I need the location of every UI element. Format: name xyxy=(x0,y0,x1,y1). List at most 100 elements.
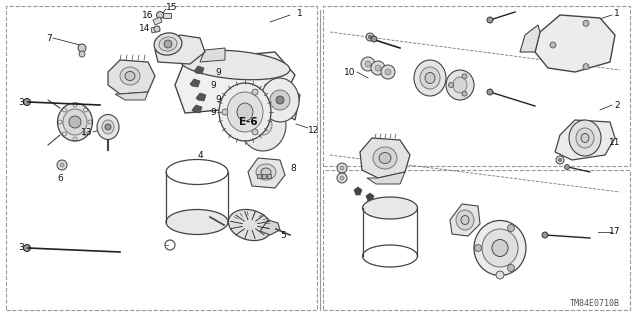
Circle shape xyxy=(385,69,391,75)
Circle shape xyxy=(381,65,395,79)
Circle shape xyxy=(340,176,344,180)
Circle shape xyxy=(252,89,258,95)
Circle shape xyxy=(276,96,284,104)
Ellipse shape xyxy=(453,77,467,93)
Text: 9: 9 xyxy=(215,68,221,76)
Circle shape xyxy=(508,225,515,232)
Polygon shape xyxy=(200,48,225,62)
Polygon shape xyxy=(366,193,374,201)
Ellipse shape xyxy=(240,99,286,151)
Circle shape xyxy=(449,83,454,87)
Circle shape xyxy=(154,26,160,32)
Circle shape xyxy=(361,57,375,71)
Polygon shape xyxy=(115,92,148,100)
Ellipse shape xyxy=(576,128,594,148)
Polygon shape xyxy=(360,138,410,178)
Circle shape xyxy=(57,160,67,170)
Ellipse shape xyxy=(482,229,518,267)
Polygon shape xyxy=(155,35,205,64)
Circle shape xyxy=(60,163,64,167)
Polygon shape xyxy=(354,187,362,195)
Ellipse shape xyxy=(159,37,177,51)
Ellipse shape xyxy=(125,71,135,81)
Ellipse shape xyxy=(120,67,140,85)
Polygon shape xyxy=(248,158,285,188)
Text: 15: 15 xyxy=(166,3,177,12)
Text: 1: 1 xyxy=(297,9,303,18)
Circle shape xyxy=(487,17,493,23)
Circle shape xyxy=(366,33,374,41)
Ellipse shape xyxy=(102,120,114,134)
Ellipse shape xyxy=(492,239,508,257)
Ellipse shape xyxy=(581,133,589,142)
Circle shape xyxy=(340,166,344,170)
Text: E-6: E-6 xyxy=(239,117,257,127)
Text: 9: 9 xyxy=(210,81,216,90)
Polygon shape xyxy=(108,60,155,94)
Polygon shape xyxy=(535,15,615,72)
Text: 8: 8 xyxy=(290,164,296,172)
Polygon shape xyxy=(190,79,200,87)
Text: 2: 2 xyxy=(614,100,620,109)
Bar xyxy=(262,174,266,178)
Ellipse shape xyxy=(420,67,440,89)
Polygon shape xyxy=(265,78,300,120)
Polygon shape xyxy=(260,220,280,235)
Circle shape xyxy=(252,129,258,135)
Ellipse shape xyxy=(154,33,182,55)
Circle shape xyxy=(371,61,385,75)
Ellipse shape xyxy=(567,36,583,54)
Polygon shape xyxy=(194,66,204,74)
Ellipse shape xyxy=(373,147,397,169)
Text: 9: 9 xyxy=(210,108,216,116)
Circle shape xyxy=(24,99,31,106)
Circle shape xyxy=(270,90,290,110)
Polygon shape xyxy=(520,25,540,52)
Ellipse shape xyxy=(227,92,263,132)
Ellipse shape xyxy=(569,120,601,156)
Polygon shape xyxy=(151,26,160,33)
Bar xyxy=(323,170,630,310)
Text: 6: 6 xyxy=(57,173,63,182)
Text: 9: 9 xyxy=(215,94,221,103)
Ellipse shape xyxy=(425,73,435,84)
Circle shape xyxy=(583,64,589,70)
Bar xyxy=(6,6,317,310)
Bar xyxy=(163,13,171,18)
Polygon shape xyxy=(196,93,206,101)
Circle shape xyxy=(559,158,561,162)
Ellipse shape xyxy=(63,109,87,135)
Circle shape xyxy=(564,164,570,170)
Ellipse shape xyxy=(474,220,526,276)
Ellipse shape xyxy=(58,103,93,141)
Text: 4: 4 xyxy=(197,150,203,159)
Circle shape xyxy=(337,163,347,173)
Ellipse shape xyxy=(166,210,228,235)
Circle shape xyxy=(78,44,86,52)
Polygon shape xyxy=(367,172,405,184)
Circle shape xyxy=(164,40,172,48)
Text: 5: 5 xyxy=(280,230,285,239)
Circle shape xyxy=(556,156,564,164)
Ellipse shape xyxy=(219,83,271,141)
Circle shape xyxy=(222,109,228,115)
Circle shape xyxy=(462,91,467,96)
Circle shape xyxy=(79,51,85,57)
Polygon shape xyxy=(450,204,480,236)
Ellipse shape xyxy=(261,78,299,122)
Circle shape xyxy=(369,36,371,38)
Text: 16: 16 xyxy=(141,11,153,20)
Circle shape xyxy=(371,36,377,42)
Circle shape xyxy=(337,173,347,183)
Ellipse shape xyxy=(559,27,591,63)
Ellipse shape xyxy=(256,164,276,180)
Bar xyxy=(257,174,261,178)
Text: 13: 13 xyxy=(81,127,92,137)
Text: 17: 17 xyxy=(609,228,620,236)
Text: 7: 7 xyxy=(46,34,52,43)
Ellipse shape xyxy=(261,168,271,176)
Circle shape xyxy=(24,244,31,252)
Polygon shape xyxy=(192,105,202,113)
Bar xyxy=(323,6,630,166)
Ellipse shape xyxy=(97,115,119,140)
